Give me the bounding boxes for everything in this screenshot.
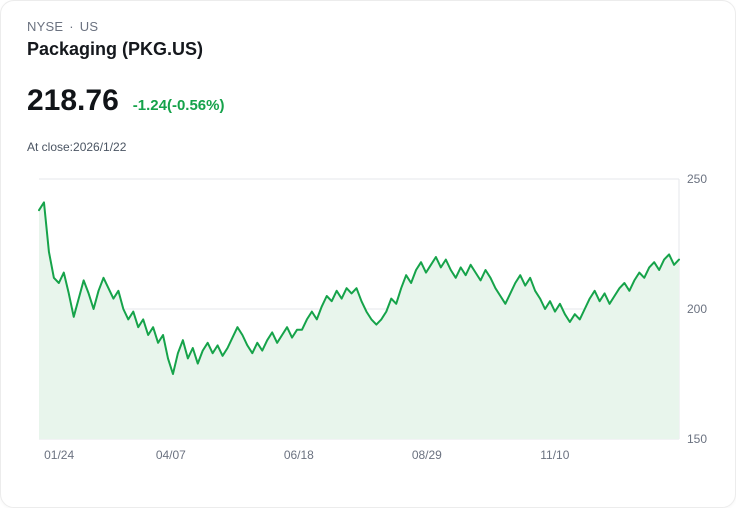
stock-title: Packaging (PKG.US) [27,39,204,59]
exchange-row: NYSE · US [27,19,709,34]
card-header: NYSE · US Packaging (PKG.US) 218.76 -1.2… [1,1,735,154]
price-chart[interactable]: 250 200 150 01/24 04/07 06/18 08/29 11/10 [1,167,736,487]
x-axis-label-04-07: 04/07 [156,448,186,462]
x-axis-label-06-18: 06/18 [284,448,314,462]
price-value: 218.76 [27,84,119,117]
price-change: -1.24(-0.56%) [132,97,225,114]
separator-dot: · [69,19,74,34]
price-line [38,201,680,375]
price-area-fill [39,202,679,439]
price-row: 218.76 -1.24(-0.56%) [27,84,709,118]
y-axis-label-200: 200 [687,302,707,316]
region-label: US [79,19,99,34]
x-axis-label-08-29: 08/29 [412,448,442,462]
close-info: At close:2026/1/22 [27,140,127,154]
y-axis-label-250: 250 [687,172,707,186]
x-axis-label-01-24: 01/24 [44,448,74,462]
price-chart-svg[interactable]: 250 200 150 01/24 04/07 06/18 08/29 11/10 [1,167,736,487]
x-axis-label-11-10: 11/10 [540,448,569,462]
y-axis-label-150: 150 [687,432,707,446]
exchange-label: NYSE [27,19,64,34]
